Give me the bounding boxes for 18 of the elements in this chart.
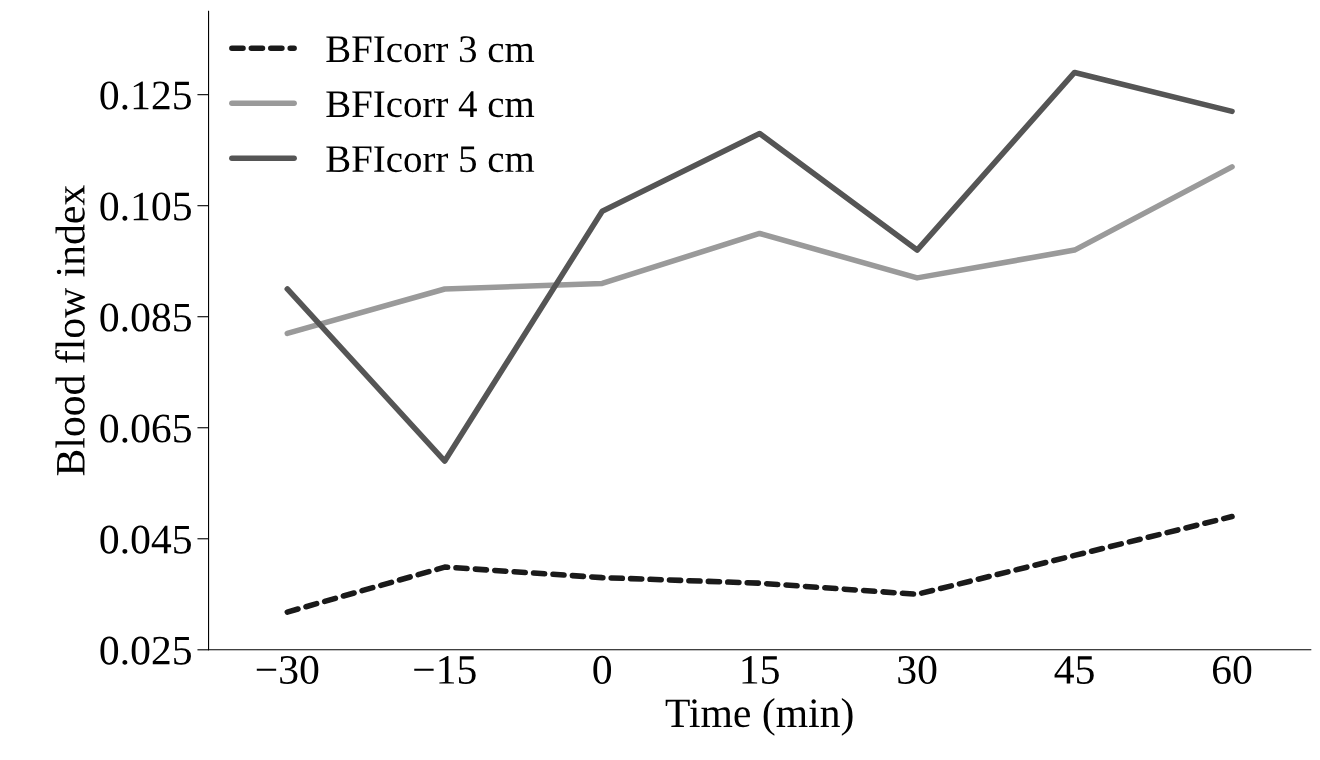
x-tick-label: 60 [1212,655,1252,684]
x-tick-label: 45 [1054,656,1094,684]
x-tick-label: −15 [414,656,476,684]
legend-label: BFIcorr 5 cm [326,146,535,173]
y-tick-label: 0.045 [100,525,191,554]
y-tick-label: 0.085 [100,303,191,332]
y-tick-label: 0.065 [100,414,191,443]
y-tick-label: 0.125 [100,81,191,110]
x-tick-label: 15 [742,656,779,684]
legend-label: BFIcorr 4 cm [326,91,535,118]
y-tick-label: 0.025 [100,636,191,665]
x-axis-title: Time (min) [665,698,853,736]
x-tick-label: 0 [593,655,612,684]
x-tick-label: −30 [256,655,319,684]
y-axis-title: Blood flow index [55,185,85,476]
legend-label: BFIcorr 3 cm [326,36,535,63]
y-tick-label: 0.105 [100,192,191,221]
x-tick-label: 30 [898,655,937,684]
